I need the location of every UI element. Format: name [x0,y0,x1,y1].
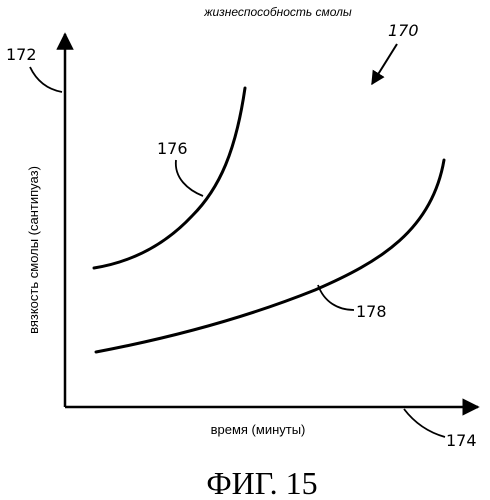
x-axis-label: время (минуты) [211,422,306,437]
y-axis-ref-leader [30,67,62,92]
x-axis-ref-leader [404,409,445,437]
series-leader-178 [318,285,354,310]
x-axis-ref-numeral: 174 [446,431,477,450]
chart-title: жизнеспособность смолы [203,5,352,19]
series-line-176 [94,88,245,268]
series-label-176: 176 [157,139,188,158]
figure-caption: ФИГ. 15 [206,465,317,500]
series-label-178: 178 [356,302,387,321]
y-axis-ref-numeral: 172 [6,45,37,64]
series-leader-176 [176,160,203,196]
figure-ref-arrow [372,44,397,84]
series-line-178 [96,160,444,352]
figure-ref-numeral: 170 [388,21,419,40]
y-axis-label: вязкость смолы (сантипуаз) [26,166,41,334]
